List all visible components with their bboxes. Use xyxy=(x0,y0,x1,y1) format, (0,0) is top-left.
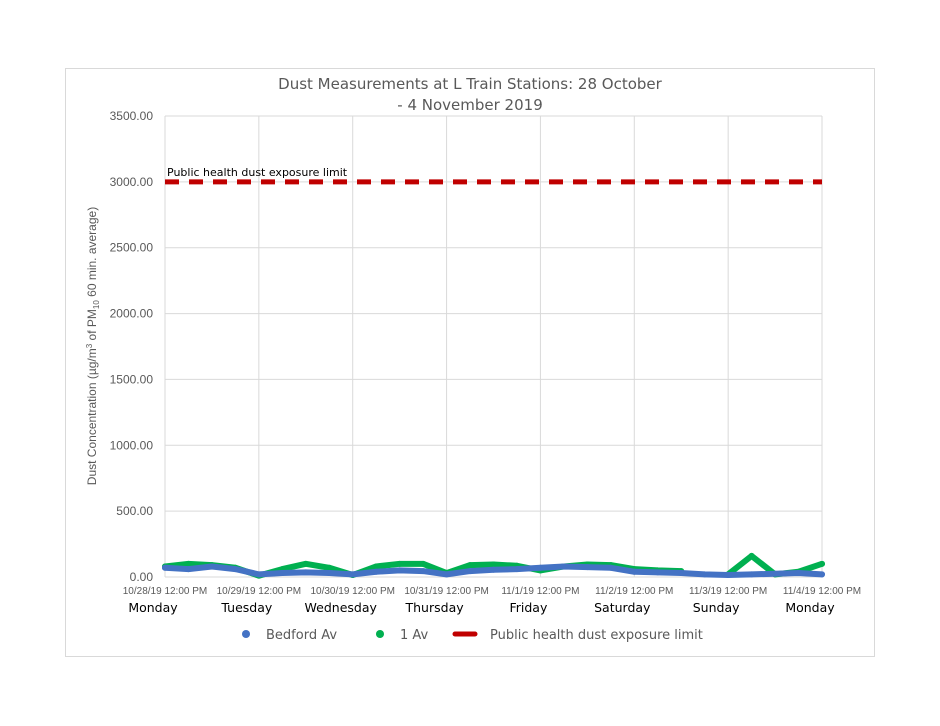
data-point-bedford xyxy=(513,566,520,573)
data-point-bedford xyxy=(326,570,333,577)
y-tick-label: 500.00 xyxy=(116,504,153,518)
data-point-bedford xyxy=(631,568,638,575)
data-point-1av xyxy=(467,562,474,569)
x-tick-label: 10/31/19 12:00 PM xyxy=(404,586,489,597)
data-point-1av xyxy=(373,563,380,570)
data-point-bedford xyxy=(701,571,708,578)
data-point-bedford xyxy=(725,572,732,579)
day-label: Thursday xyxy=(405,600,465,615)
limit-annotation: Public health dust exposure limit xyxy=(167,166,348,179)
chart-title-line-1: Dust Measurements at L Train Stations: 2… xyxy=(278,75,662,93)
y-tick-label: 1000.00 xyxy=(110,438,154,452)
data-point-bedford xyxy=(819,571,825,578)
day-label: Wednesday xyxy=(305,600,378,615)
data-point-bedford xyxy=(373,568,380,575)
data-point-bedford xyxy=(537,564,544,571)
y-tick-label: 2500.00 xyxy=(110,241,154,255)
legend-label-1av: 1 Av xyxy=(400,628,429,643)
x-tick-label: 10/30/19 12:00 PM xyxy=(310,586,395,597)
chart-frame xyxy=(65,68,875,657)
data-point-bedford xyxy=(208,563,215,570)
data-point-bedford xyxy=(748,571,755,578)
day-label: Friday xyxy=(509,600,547,615)
data-point-bedford xyxy=(302,569,309,576)
legend-label-bedford: Bedford Av xyxy=(266,628,337,643)
day-label: Monday xyxy=(128,600,178,615)
data-point-bedford xyxy=(279,570,286,577)
y-axis-label: Dust Concentration (µg/m3 of PM10 60 min… xyxy=(85,207,101,485)
data-point-bedford xyxy=(584,564,591,571)
x-tick-label: 10/29/19 12:00 PM xyxy=(217,586,302,597)
data-point-bedford xyxy=(795,570,802,577)
y-tick-label: 2000.00 xyxy=(110,307,154,321)
data-point-1av xyxy=(396,560,403,567)
data-point-bedford xyxy=(467,568,474,575)
x-tick-label: 11/3/19 12:00 PM xyxy=(689,586,767,597)
data-point-bedford xyxy=(654,569,661,576)
data-point-1av xyxy=(302,560,309,567)
y-tick-label: 3500.00 xyxy=(110,109,154,123)
data-point-bedford xyxy=(443,571,450,578)
legend-label-limit: Public health dust exposure limit xyxy=(490,628,703,643)
chart-title-line-2: - 4 November 2019 xyxy=(397,96,542,114)
data-point-bedford xyxy=(162,564,168,571)
data-point-bedford xyxy=(560,563,567,570)
data-point-bedford xyxy=(232,566,239,573)
y-tick-label: 3000.00 xyxy=(110,175,154,189)
data-point-1av xyxy=(748,552,755,559)
day-label: Tuesday xyxy=(220,600,272,615)
data-point-bedford xyxy=(185,566,192,573)
y-tick-label: 0.00 xyxy=(130,570,154,584)
data-point-bedford xyxy=(772,570,779,577)
x-tick-label: 10/28/19 12:00 PM xyxy=(123,586,208,597)
data-point-bedford xyxy=(396,567,403,574)
legend: Bedford Av 1 Av Public health dust expos… xyxy=(242,628,703,643)
legend-marker-1av xyxy=(376,630,384,638)
day-label: Saturday xyxy=(594,600,651,615)
legend-marker-bedford xyxy=(242,630,250,638)
x-tick-label: 11/4/19 12:00 PM xyxy=(783,586,861,597)
data-point-bedford xyxy=(490,566,497,573)
x-tick-label: 11/1/19 12:00 PM xyxy=(501,586,579,597)
data-point-bedford xyxy=(607,564,614,571)
data-point-1av xyxy=(490,561,497,568)
y-tick-label: 1500.00 xyxy=(110,372,154,386)
data-point-bedford xyxy=(678,570,685,577)
data-point-bedford xyxy=(420,568,427,575)
data-point-1av xyxy=(185,560,192,567)
data-point-1av xyxy=(326,564,333,571)
day-label: Sunday xyxy=(693,600,740,615)
data-point-1av xyxy=(420,560,427,567)
x-tick-label: 11/2/19 12:00 PM xyxy=(595,586,673,597)
data-point-1av xyxy=(819,560,825,567)
day-label: Monday xyxy=(785,600,835,615)
data-point-bedford xyxy=(349,571,356,578)
data-point-bedford xyxy=(255,571,262,578)
